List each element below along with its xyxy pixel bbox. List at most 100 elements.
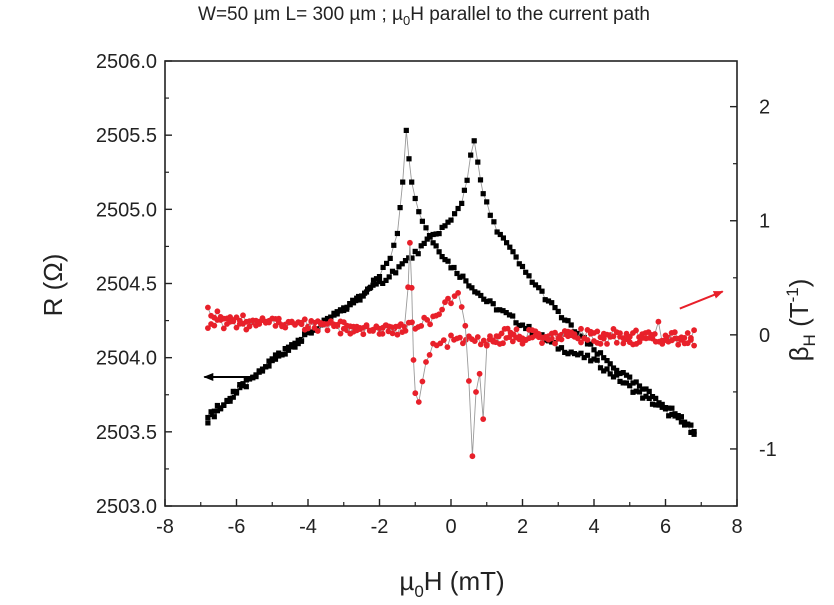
data-point-R [623, 380, 630, 386]
data-point-beta [462, 322, 469, 329]
data-point-R [536, 285, 542, 291]
data-point-R [475, 290, 481, 296]
data-point-R [688, 422, 694, 428]
data-point-beta [426, 352, 433, 358]
data-point-R [666, 413, 672, 419]
data-point-R [211, 408, 217, 414]
data-point-beta [473, 389, 479, 395]
data-point-R [503, 310, 509, 316]
data-point-R [240, 381, 246, 387]
data-point-R [597, 365, 604, 371]
data-point-R [224, 397, 230, 404]
data-point-R [571, 351, 578, 357]
data-point-R [409, 179, 415, 185]
data-point-beta [298, 321, 305, 328]
data-point-R [620, 380, 626, 386]
data-point-beta [423, 359, 429, 365]
data-point-R [416, 209, 422, 215]
data-point-R [354, 295, 360, 301]
data-point-R [646, 395, 652, 401]
data-point-R [607, 361, 613, 367]
data-point-beta [509, 338, 516, 345]
data-point-R [373, 276, 380, 282]
x-label-post: H (mT) [424, 566, 505, 596]
data-point-R [493, 307, 500, 313]
data-point-R [656, 400, 662, 406]
x-tick-label: 4 [588, 516, 599, 538]
data-point-R [510, 313, 516, 319]
data-point-R [504, 240, 510, 246]
data-point-R [627, 374, 633, 380]
data-point-R [357, 297, 363, 303]
data-point-beta [240, 320, 246, 327]
data-point-beta [407, 239, 413, 246]
data-point-R [584, 341, 591, 347]
data-point-beta [506, 334, 513, 340]
data-point-R [324, 315, 331, 322]
y-axis-label-right: βH (T-1) [783, 279, 819, 362]
data-point-R [545, 298, 552, 304]
data-point-beta [402, 327, 409, 334]
data-point-beta [510, 331, 517, 338]
data-point-R [406, 255, 412, 261]
data-point-beta [394, 331, 401, 338]
data-point-R [418, 243, 424, 249]
data-point-R [526, 273, 532, 279]
data-point-R [627, 383, 633, 389]
data-point-R [393, 270, 399, 276]
data-point-R [227, 398, 233, 404]
data-point-R [678, 414, 684, 420]
data-point-R [344, 304, 350, 310]
data-point-R [581, 355, 587, 361]
data-point-beta [360, 331, 367, 338]
data-point-beta [440, 337, 447, 343]
data-point-beta [412, 390, 419, 397]
data-point-R [459, 200, 465, 206]
data-point-beta [655, 318, 662, 325]
data-point-R [640, 386, 646, 392]
data-point-R [469, 285, 475, 291]
data-point-R [477, 177, 484, 183]
data-point-R [347, 302, 353, 308]
data-point-R [601, 368, 607, 374]
data-point-R [478, 292, 484, 299]
data-point-R [568, 349, 574, 355]
data-point-beta [498, 330, 505, 337]
data-point-R [412, 248, 418, 254]
right-label-sub: H [800, 334, 819, 346]
data-point-R [384, 260, 390, 266]
data-point-R [542, 297, 548, 303]
data-point-R [484, 199, 490, 205]
data-point-R [308, 329, 314, 335]
data-point-R [460, 273, 466, 279]
data-point-R [682, 422, 688, 428]
data-point-R [394, 230, 400, 237]
data-point-R [233, 388, 240, 395]
data-point-R [376, 274, 383, 280]
data-point-beta [220, 325, 227, 332]
data-point-R [421, 240, 427, 246]
data-point-beta [581, 335, 588, 342]
data-point-R [562, 349, 568, 355]
data-point-R [490, 301, 496, 307]
data-point-R [451, 264, 457, 271]
data-point-beta [347, 330, 354, 337]
chart-title: W=50 µm L= 300 µm ; µ0H parallel to the … [198, 4, 650, 28]
data-point-R [269, 356, 275, 362]
data-point-R [419, 218, 425, 224]
data-point-R [607, 371, 613, 377]
data-point-R [471, 138, 477, 144]
data-point-R [430, 231, 436, 238]
data-point-R [383, 277, 389, 283]
data-point-beta [256, 321, 263, 327]
data-point-R [376, 279, 383, 285]
data-point-R [558, 345, 565, 351]
data-point-R [452, 211, 458, 217]
data-point-R [529, 331, 535, 337]
data-point-R [448, 265, 454, 271]
data-point-R [591, 356, 597, 362]
data-point-R [630, 380, 636, 386]
data-point-beta [455, 290, 461, 296]
data-point-beta [308, 318, 315, 324]
data-point-beta [522, 336, 529, 343]
